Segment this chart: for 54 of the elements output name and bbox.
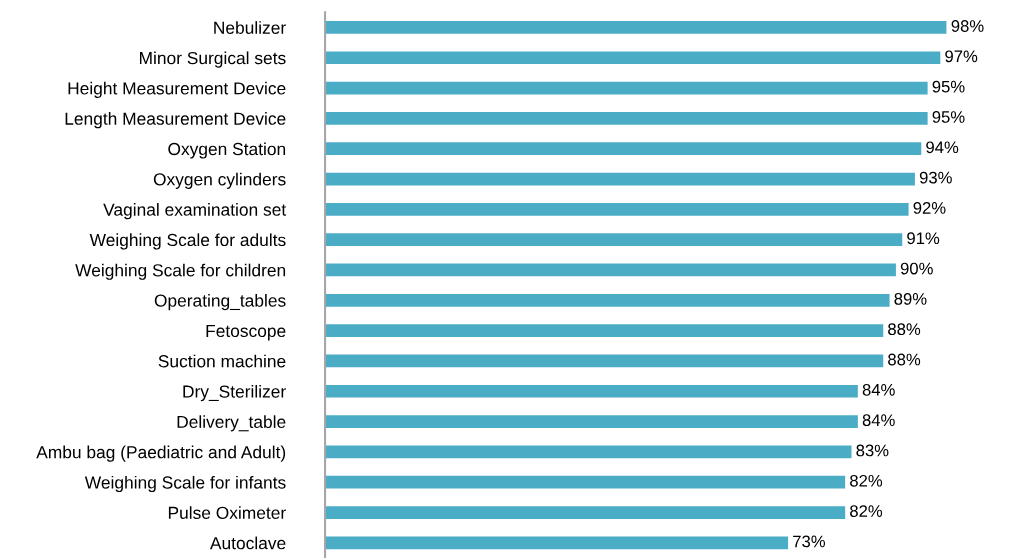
bar bbox=[325, 445, 852, 459]
y-tick-label: Operating_tables bbox=[154, 294, 286, 311]
bar bbox=[325, 415, 858, 428]
y-tick-label: Dry_Sterilizer bbox=[183, 384, 286, 402]
data-label: 84% bbox=[862, 383, 895, 396]
bar bbox=[325, 354, 884, 368]
y-tick-label: Delivery_table bbox=[177, 415, 286, 432]
data-label: 73% bbox=[793, 535, 826, 548]
data-label: 88% bbox=[888, 353, 921, 366]
bar bbox=[325, 536, 789, 550]
y-tick-label: Autoclave bbox=[209, 536, 286, 550]
data-label: 84% bbox=[862, 414, 895, 427]
y-tick-label: Oxygen cylinders bbox=[153, 172, 286, 189]
bar bbox=[325, 202, 909, 216]
data-label: 91% bbox=[907, 232, 940, 245]
y-tick-label: Weighing Scale for infants bbox=[84, 475, 286, 493]
data-label: 88% bbox=[888, 323, 921, 336]
data-label: 95% bbox=[932, 80, 965, 93]
y-tick-label: Ambu bag (Paediatric and Adult) bbox=[36, 445, 286, 462]
bar bbox=[325, 21, 947, 34]
data-label: 92% bbox=[913, 202, 946, 214]
bar bbox=[325, 51, 941, 65]
data-label: 89% bbox=[894, 292, 927, 305]
data-label: 98% bbox=[951, 20, 984, 32]
data-label: 97% bbox=[945, 50, 978, 63]
data-label: 90% bbox=[900, 262, 933, 275]
data-label: 95% bbox=[932, 111, 965, 123]
y-tick-label: Fetoscope bbox=[206, 324, 286, 341]
bar bbox=[325, 172, 915, 186]
y-tick-label: Length Measurement Device bbox=[65, 112, 286, 129]
bar bbox=[325, 263, 896, 277]
data-label: 82% bbox=[850, 505, 883, 517]
y-tick-label: Weighing Scale for adults bbox=[89, 233, 286, 250]
bar bbox=[325, 112, 928, 125]
bar bbox=[325, 233, 903, 247]
data-label: 82% bbox=[850, 474, 883, 487]
bar bbox=[325, 81, 928, 95]
y-tick-label: Vaginal examination set bbox=[103, 203, 287, 220]
data-label: 93% bbox=[919, 171, 952, 184]
y-tick-label: Suction machine bbox=[158, 354, 286, 368]
bar bbox=[325, 293, 890, 307]
bar bbox=[325, 506, 846, 519]
data-label: 83% bbox=[856, 444, 889, 457]
y-tick-label: Weighing Scale for children bbox=[75, 263, 286, 280]
bar bbox=[325, 324, 884, 337]
bar bbox=[325, 475, 846, 489]
y-tick-label: Height Measurement Device bbox=[68, 81, 286, 98]
y-tick-label: Oxygen Station bbox=[168, 142, 286, 159]
y-tick-label: Pulse Oximeter bbox=[168, 506, 286, 519]
y-tick-label: Minor Surgical sets bbox=[139, 51, 286, 68]
bar bbox=[325, 384, 858, 398]
y-tick-label: Nebulizer bbox=[214, 21, 286, 34]
data-label: 94% bbox=[926, 141, 959, 154]
bar bbox=[325, 142, 922, 156]
